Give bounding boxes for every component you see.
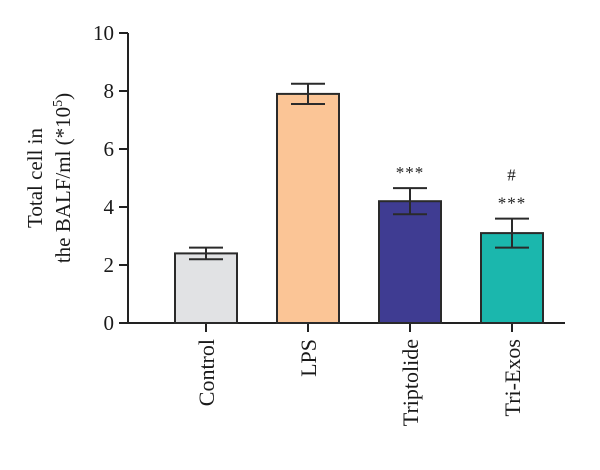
- x-category-label: LPS: [296, 339, 321, 377]
- bars: [174, 92, 544, 325]
- y-axis-label-line2: the BALF/ml (*105): [51, 93, 75, 263]
- y-tick-label: 4: [104, 195, 115, 219]
- y-tick-label: 0: [104, 311, 115, 335]
- error-bars: [189, 82, 529, 261]
- y-tick-label: 6: [104, 137, 115, 161]
- bar-triptolide: [378, 200, 442, 324]
- bar-control: [174, 252, 238, 324]
- y-axis-label: Total cell in the BALF/ml (*105): [23, 93, 75, 263]
- significance-annotations: *** *** #: [396, 163, 527, 213]
- significance-marker: ***: [396, 163, 425, 182]
- y-tick-label: 10: [93, 21, 114, 45]
- y-tick-label: 2: [104, 253, 115, 277]
- y-tick-label: 8: [104, 79, 115, 103]
- bar-lps: [276, 92, 340, 325]
- x-category-label: Tri-Exos: [500, 339, 525, 416]
- significance-marker: #: [507, 166, 517, 185]
- x-category-label: Control: [194, 339, 219, 406]
- significance-marker: ***: [498, 194, 527, 213]
- x-category-label: Triptolide: [398, 339, 423, 426]
- tick-labels: 0 2 4 6 8 10 Control LPS Triptolide Tri-Exos: [93, 21, 525, 426]
- y-axis-label-line1: Total cell in: [23, 128, 47, 228]
